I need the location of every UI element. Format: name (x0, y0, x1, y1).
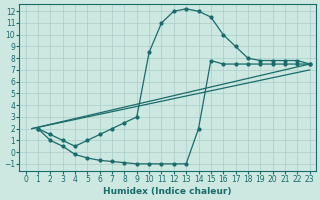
X-axis label: Humidex (Indice chaleur): Humidex (Indice chaleur) (103, 187, 232, 196)
